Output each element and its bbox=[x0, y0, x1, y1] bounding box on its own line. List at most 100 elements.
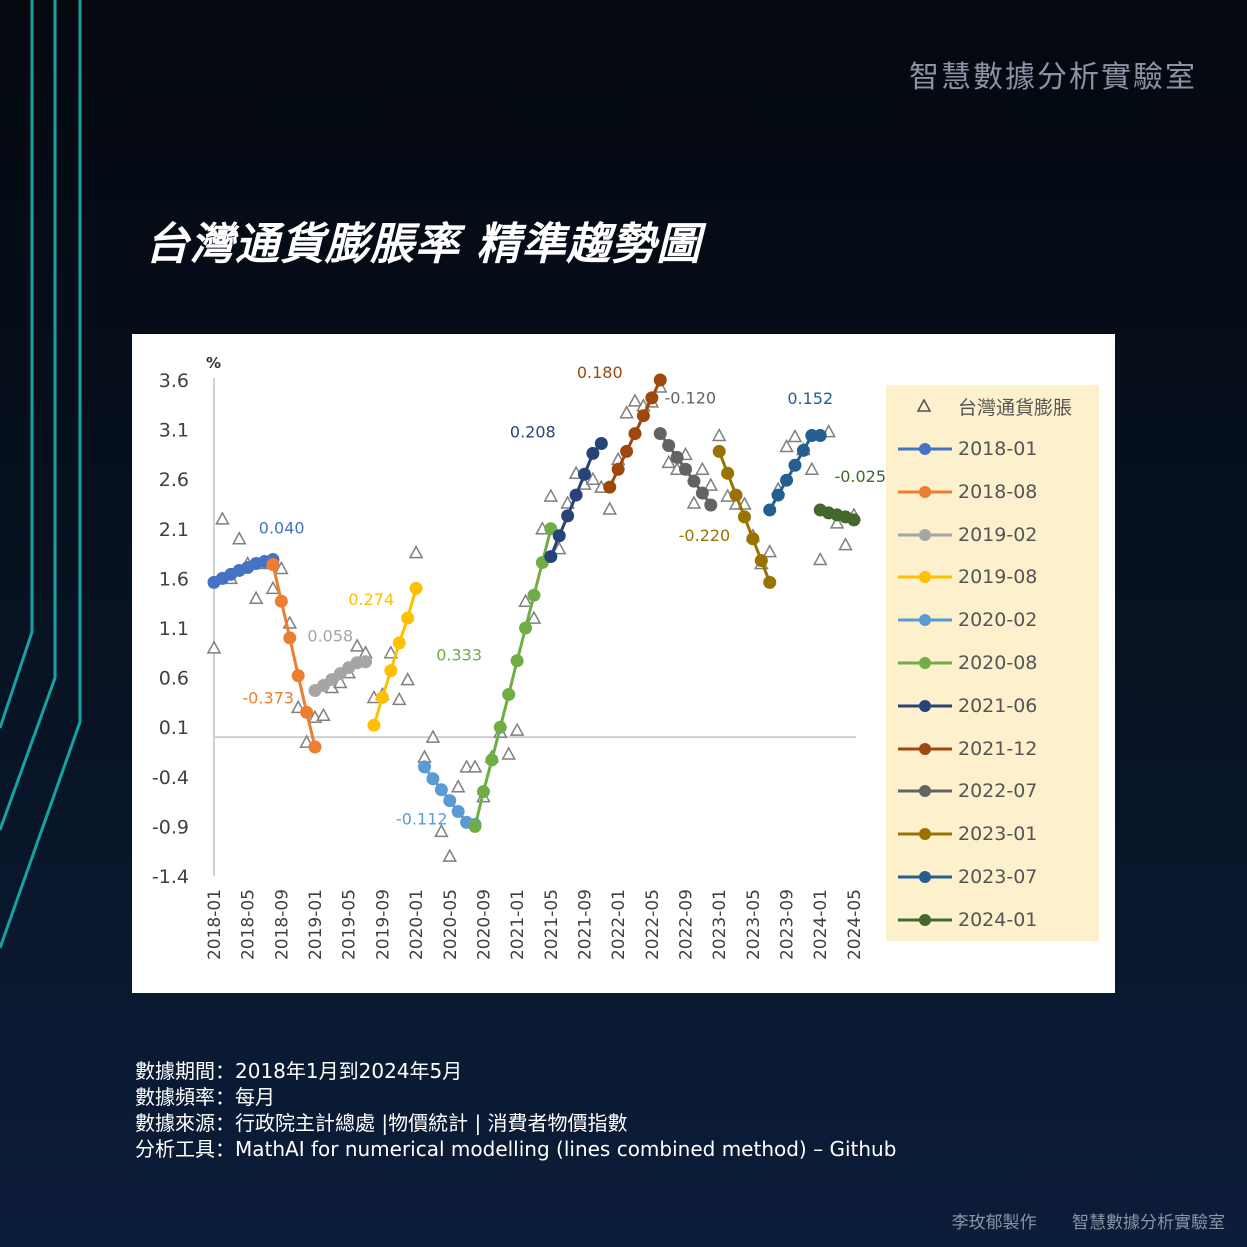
legend-item-2018-08: 2018-08 bbox=[896, 477, 1096, 507]
legend-label: 2018-08 bbox=[958, 480, 1038, 503]
legend-item-2019-08: 2019-08 bbox=[896, 562, 1096, 592]
slope-label-2020-02: -0.112 bbox=[396, 810, 448, 829]
x-tick-label: 2022-09 bbox=[677, 889, 697, 960]
slope-label-2020-08: 0.333 bbox=[436, 646, 482, 665]
fit-point-2018-08 bbox=[291, 669, 305, 683]
footer-author: 李玫郁製作 bbox=[951, 1213, 1037, 1233]
fit-point-2020-08 bbox=[485, 753, 499, 767]
actual-data-point bbox=[627, 393, 643, 407]
fit-point-2020-08 bbox=[476, 785, 490, 799]
fit-point-2024-01 bbox=[847, 513, 861, 527]
footer-brand: 智慧數據分析實驗室 bbox=[1072, 1213, 1225, 1233]
fit-point-2022-07 bbox=[695, 486, 709, 500]
actual-data-point bbox=[711, 427, 727, 442]
info-block: 數據期間：2018年1月到2024年5月 數據頻率：每月 數據來源：行政院主計總… bbox=[135, 1058, 896, 1162]
y-tick-label: 0.6 bbox=[159, 668, 189, 690]
slope-label-2019-08: 0.274 bbox=[348, 590, 394, 609]
legend-label: 2019-08 bbox=[958, 566, 1038, 589]
actual-data-point bbox=[425, 729, 441, 743]
fit-point-2019-08 bbox=[367, 718, 381, 732]
fit-point-2019-08 bbox=[384, 664, 398, 678]
x-tick-label: 2019-09 bbox=[373, 889, 393, 960]
x-tick-label: 2023-09 bbox=[778, 889, 798, 960]
legend-line-marker bbox=[898, 699, 952, 712]
fit-point-2018-08 bbox=[283, 631, 297, 645]
fit-point-2023-01 bbox=[712, 444, 726, 458]
legend-label: 2024-01 bbox=[958, 908, 1038, 931]
chart-legend: 台灣通貨膨脹 2018-01 2018-08 2019-02 2019-08 2020-0… bbox=[886, 385, 1099, 941]
fit-point-2020-02 bbox=[426, 772, 440, 786]
fit-point-2020-08 bbox=[468, 819, 482, 833]
actual-data-point bbox=[400, 672, 415, 686]
page-title: 台灣通貨膨脹率 精準趨勢圖 bbox=[145, 219, 702, 270]
legend-item-2020-08: 2020-08 bbox=[896, 648, 1096, 678]
actual-data-point bbox=[206, 640, 222, 654]
actual-data-point bbox=[215, 511, 230, 525]
legend-line-marker bbox=[898, 443, 952, 455]
legend-item-2023-01: 2023-01 bbox=[896, 819, 1096, 849]
actual-data-point bbox=[619, 405, 634, 419]
x-tick-label: 2021-01 bbox=[508, 889, 528, 960]
legend-item-2022-07: 2022-07 bbox=[896, 776, 1096, 806]
info-period: 數據期間：2018年1月到2024年5月 bbox=[135, 1059, 463, 1083]
fit-line-2020-08 bbox=[473, 528, 553, 827]
y-tick-label: 0.1 bbox=[159, 717, 189, 739]
actual-data-point bbox=[417, 749, 432, 763]
fit-point-2021-06 bbox=[577, 467, 591, 481]
actual-data-point bbox=[779, 438, 794, 453]
legend-line-marker bbox=[898, 657, 952, 669]
fit-point-2020-08 bbox=[519, 621, 533, 635]
legend-line-marker bbox=[898, 485, 952, 498]
y-tick-label: 1.1 bbox=[159, 618, 189, 640]
fit-point-2021-06 bbox=[544, 550, 558, 564]
legend-line-marker bbox=[898, 571, 952, 584]
fit-point-2021-06 bbox=[586, 446, 600, 460]
chart-panel: % 3.6 3.1 2.6 2.1 1.6 1.1 0.6 0.1 -0.4 -0.9 -1.4 201… bbox=[132, 334, 1115, 993]
actual-data-point bbox=[829, 515, 845, 529]
x-tick-label: 2024-05 bbox=[845, 889, 865, 960]
actual-data-point bbox=[383, 645, 399, 659]
actual-data-point bbox=[442, 848, 458, 862]
fit-point-2021-12 bbox=[636, 409, 650, 423]
slope-label-2023-07: 0.152 bbox=[787, 389, 833, 408]
x-tick-label: 2023-05 bbox=[744, 889, 764, 960]
x-tick-label: 2020-09 bbox=[474, 889, 494, 960]
x-tick-label: 2024-01 bbox=[811, 889, 831, 960]
x-tick-label: 2021-05 bbox=[542, 889, 562, 960]
fit-point-2023-07 bbox=[796, 443, 810, 457]
fit-point-2018-08 bbox=[308, 740, 322, 754]
fit-point-2021-06 bbox=[569, 488, 583, 502]
y-tick-label: -0.9 bbox=[152, 816, 189, 838]
fit-point-2020-02 bbox=[451, 805, 465, 819]
actual-data-point bbox=[391, 691, 407, 706]
fit-point-2022-07 bbox=[687, 474, 701, 488]
fit-point-2020-08 bbox=[510, 654, 524, 668]
actual-data-point bbox=[787, 428, 803, 443]
legend-line-marker bbox=[898, 871, 952, 883]
legend-item-2020-02: 2020-02 bbox=[896, 605, 1096, 635]
fit-point-2021-12 bbox=[628, 427, 642, 441]
y-tick-label: 2.6 bbox=[159, 469, 189, 491]
legend-line-marker bbox=[898, 828, 952, 841]
fit-point-2022-07 bbox=[679, 462, 693, 476]
fit-point-2021-06 bbox=[552, 529, 566, 543]
deco-line-2 bbox=[0, 0, 57, 831]
fit-point-2023-01 bbox=[746, 532, 760, 546]
legend-label: 2018-01 bbox=[958, 438, 1038, 460]
fit-point-2023-07 bbox=[788, 458, 802, 472]
x-tick-label: 2020-05 bbox=[441, 889, 461, 960]
actual-data-point bbox=[265, 580, 281, 595]
legend-line-marker bbox=[898, 785, 952, 798]
x-tick-label: 2022-01 bbox=[609, 889, 629, 960]
fit-point-2019-02 bbox=[359, 655, 373, 669]
fit-point-2019-08 bbox=[409, 581, 423, 595]
fit-point-2020-08 bbox=[502, 687, 516, 701]
fit-point-2021-06 bbox=[594, 436, 608, 450]
x-tick-label: 2018-09 bbox=[272, 889, 292, 960]
legend-label: 2020-02 bbox=[958, 609, 1038, 632]
actual-data-point bbox=[695, 461, 710, 476]
legend-item-actual: 台灣通貨膨脹 bbox=[896, 391, 1096, 421]
legend-item-2023-07: 2023-07 bbox=[896, 862, 1096, 892]
legend-label: 2023-07 bbox=[958, 866, 1038, 888]
fit-point-2023-01 bbox=[729, 488, 743, 502]
